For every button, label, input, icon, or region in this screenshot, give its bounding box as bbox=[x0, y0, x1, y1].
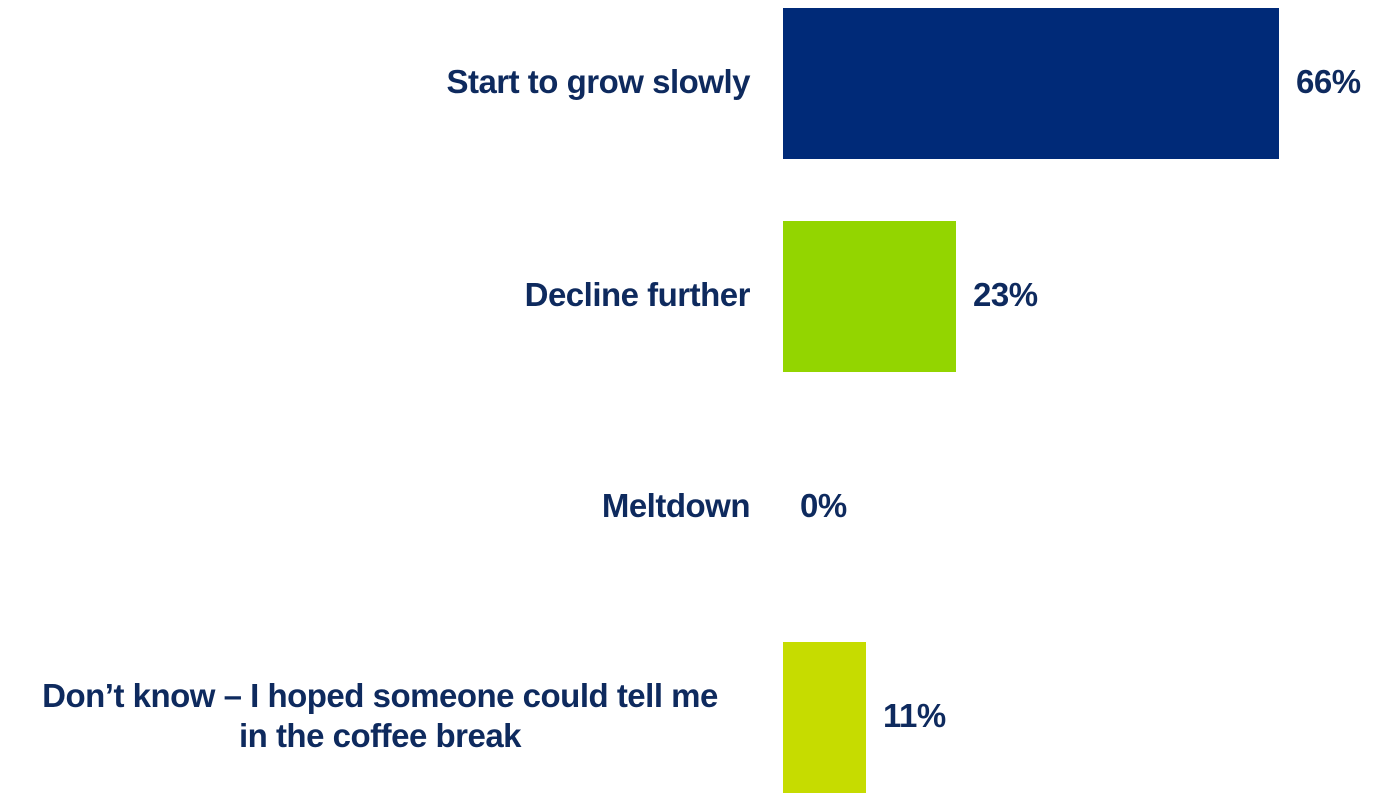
bar bbox=[783, 221, 956, 372]
value-label: 23% bbox=[973, 275, 1038, 315]
value-label: 0% bbox=[800, 486, 847, 526]
category-label-line: in the coffee break bbox=[10, 716, 750, 756]
category-label: Don’t know – I hoped someone could tell … bbox=[10, 676, 750, 756]
category-label-line: Don’t know – I hoped someone could tell … bbox=[10, 676, 750, 716]
value-label: 11% bbox=[883, 696, 946, 736]
bar bbox=[783, 642, 866, 793]
category-label: Decline further bbox=[10, 275, 750, 315]
value-label: 66% bbox=[1296, 62, 1361, 102]
bar bbox=[783, 8, 1279, 159]
category-label-line: Meltdown bbox=[10, 486, 750, 526]
category-label: Start to grow slowly bbox=[10, 62, 750, 102]
category-label-line: Decline further bbox=[10, 275, 750, 315]
category-label-line: Start to grow slowly bbox=[10, 62, 750, 102]
category-label: Meltdown bbox=[10, 486, 750, 526]
